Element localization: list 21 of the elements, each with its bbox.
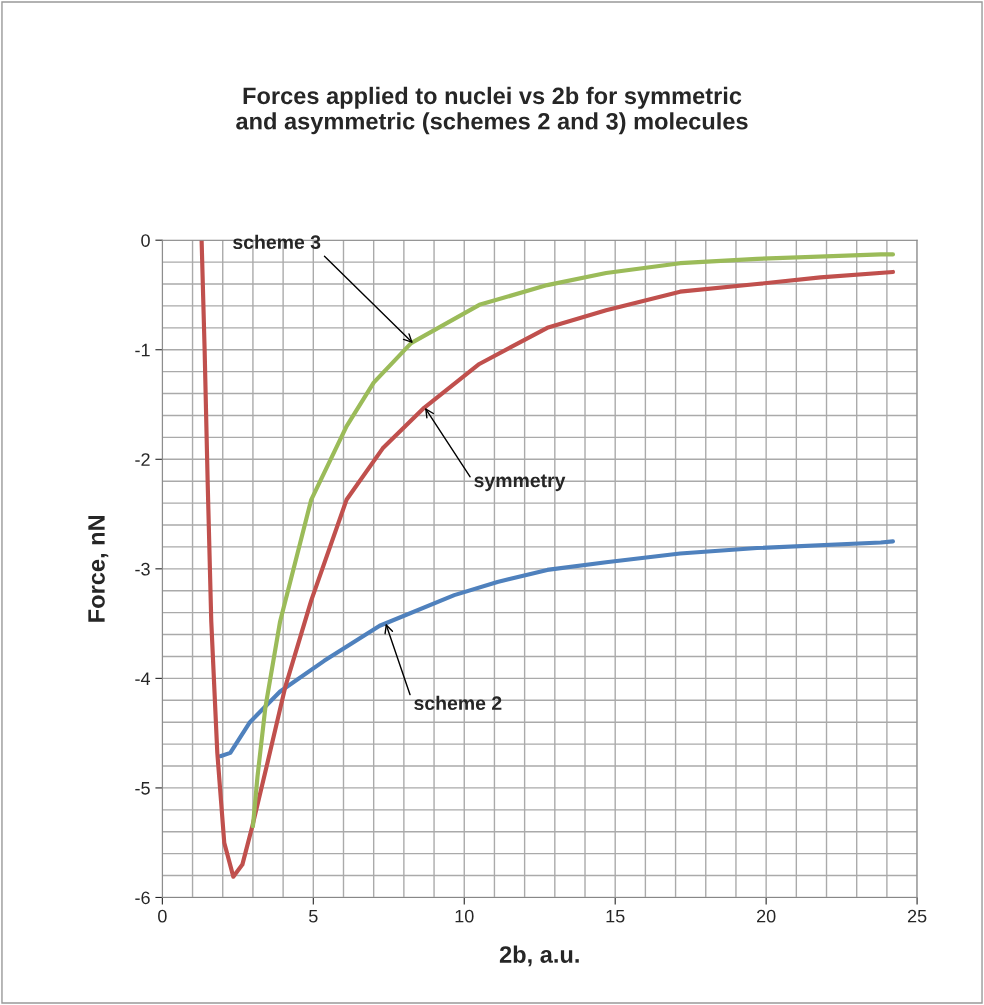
y-tick-label: -4 [135, 672, 151, 685]
x-tick-label: 15 [606, 909, 625, 923]
x-tick-label: 10 [455, 909, 474, 923]
annotation: symmetry [474, 474, 566, 492]
annotation: scheme 2 [414, 695, 502, 711]
annotation: scheme 3 [233, 234, 321, 250]
y-tick-label: -3 [135, 562, 150, 576]
x-tick-label: 5 [309, 909, 318, 923]
y-tick-label: 0 [141, 234, 150, 247]
x-axis-title: 2b, a.u. [499, 945, 579, 967]
y-tick-label: -1 [135, 343, 150, 357]
line-series [250, 252, 896, 829]
chart-title: Forces applied to nuclei vs 2b for symmetric and asymmetric (schemes 2 and 3) molecules [236, 86, 748, 135]
y-tick-label: -5 [135, 782, 150, 795]
y-tick-label: -6 [135, 891, 150, 905]
y-tick-label: -2 [135, 453, 150, 466]
y-axis-title: Force, nN [88, 515, 109, 622]
x-tick-label: 25 [907, 909, 927, 923]
line-series [218, 539, 896, 759]
x-tick-label: 20 [757, 909, 776, 923]
x-tick-label: 0 [158, 909, 167, 923]
